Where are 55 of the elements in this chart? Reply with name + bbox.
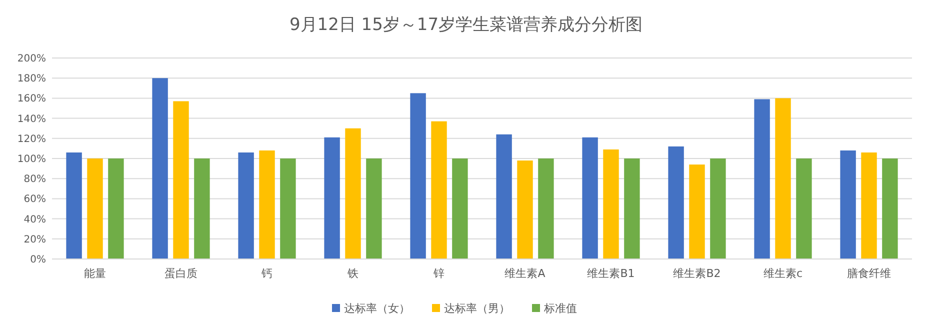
y-tick-label: 80% bbox=[24, 174, 46, 186]
x-tick-label: 钙 bbox=[260, 267, 272, 280]
x-tick-label: 能量 bbox=[84, 267, 106, 280]
chart-title: 9月12日 15岁～17岁学生菜谱营养成分分析图 bbox=[289, 15, 643, 35]
y-tick-label: 200% bbox=[17, 54, 46, 64]
bar bbox=[194, 158, 210, 259]
bar bbox=[238, 152, 254, 259]
bar bbox=[87, 158, 103, 259]
bar bbox=[366, 158, 382, 259]
bar bbox=[840, 150, 856, 259]
bar bbox=[754, 99, 770, 259]
bar bbox=[496, 134, 512, 259]
y-tick-label: 120% bbox=[17, 134, 46, 145]
bar bbox=[538, 158, 554, 259]
bar bbox=[624, 158, 640, 259]
legend-label: 标准值 bbox=[543, 302, 577, 315]
bar bbox=[345, 128, 361, 259]
y-tick-label: 160% bbox=[17, 94, 46, 105]
bar bbox=[775, 98, 791, 259]
x-tick-label: 维生素B2 bbox=[673, 267, 721, 280]
x-tick-label: 铁 bbox=[346, 267, 358, 280]
y-tick-label: 0% bbox=[30, 254, 46, 266]
y-tick-label: 100% bbox=[17, 154, 46, 165]
legend-label: 达标率（男） bbox=[444, 302, 510, 315]
bar bbox=[259, 150, 275, 259]
legend-label: 达标率（女） bbox=[344, 302, 410, 315]
bar bbox=[66, 152, 82, 259]
bar bbox=[431, 121, 447, 259]
y-tick-label: 40% bbox=[24, 214, 46, 226]
x-tick-label: 膳食纤维 bbox=[847, 267, 891, 280]
x-tick-label: 维生素A bbox=[504, 267, 546, 280]
x-tick-label: 维生素c bbox=[763, 267, 803, 280]
bar bbox=[796, 158, 812, 259]
bar bbox=[410, 93, 426, 259]
bar bbox=[452, 158, 468, 259]
bar bbox=[173, 101, 189, 259]
bar bbox=[324, 137, 340, 259]
bar bbox=[108, 158, 124, 259]
y-tick-label: 60% bbox=[24, 194, 46, 206]
bar bbox=[710, 158, 726, 259]
bar bbox=[517, 160, 533, 259]
bar bbox=[861, 152, 877, 259]
y-tick-label: 140% bbox=[17, 114, 46, 125]
x-tick-label: 蛋白质 bbox=[164, 267, 198, 280]
x-tick-label: 维生素B1 bbox=[587, 267, 635, 280]
x-tick-label: 锌 bbox=[432, 267, 444, 280]
bar bbox=[582, 137, 598, 259]
bar bbox=[689, 164, 705, 259]
bar bbox=[603, 149, 619, 259]
bar bbox=[152, 78, 168, 259]
bar bbox=[280, 158, 296, 259]
y-tick-label: 20% bbox=[24, 234, 46, 246]
bar bbox=[882, 158, 898, 259]
bar bbox=[668, 146, 684, 259]
y-tick-label: 180% bbox=[17, 74, 46, 85]
